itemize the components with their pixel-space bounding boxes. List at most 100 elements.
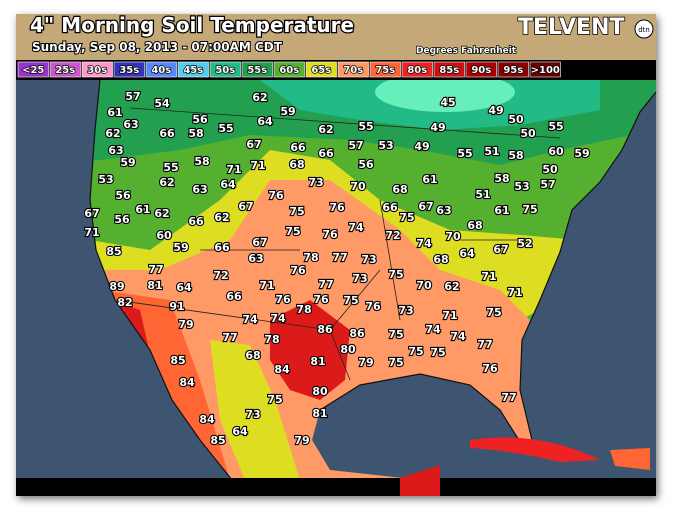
station-value: 59 <box>120 156 135 169</box>
station-value: 68 <box>289 158 304 171</box>
station-value: 63 <box>108 144 123 157</box>
station-value: 81 <box>310 355 325 368</box>
station-value: 56 <box>192 113 208 126</box>
station-value: 75 <box>408 345 423 358</box>
legend-swatch <box>369 61 401 78</box>
legend-label: 45s <box>183 65 203 76</box>
station-value: 58 <box>508 149 523 162</box>
station-value: 73 <box>245 408 260 421</box>
station-value: 50 <box>542 163 558 176</box>
station-value: 86 <box>317 323 333 336</box>
station-value: 71 <box>84 226 99 239</box>
station-value: 67 <box>418 200 433 213</box>
station-value: 55 <box>358 120 373 133</box>
station-value: 61 <box>422 173 437 186</box>
station-value: 77 <box>318 278 333 291</box>
station-value: 73 <box>361 253 376 266</box>
station-value: 85 <box>210 434 225 447</box>
cuba <box>470 437 600 462</box>
legend-label: >100 <box>531 65 560 76</box>
station-value: 75 <box>430 346 445 359</box>
legend: <25 25s 30s 35s 40s 45s 50s 55s 60s 65s 70s 75s 80s 8… <box>17 61 561 78</box>
yucatan <box>400 465 440 496</box>
station-value: 84 <box>274 363 290 376</box>
legend-label: 50s <box>215 65 235 76</box>
station-value: 75 <box>343 294 358 307</box>
station-value: 68 <box>392 183 407 196</box>
legend-swatch <box>337 61 369 78</box>
station-value: 77 <box>477 338 492 351</box>
legend-label: 95s <box>503 65 523 76</box>
station-value: 71 <box>226 163 241 176</box>
station-value: 75 <box>285 225 300 238</box>
legend-label: 70s <box>343 65 363 76</box>
station-value: 63 <box>436 204 451 217</box>
station-value: 80 <box>340 343 356 356</box>
station-value: 74 <box>450 330 466 343</box>
station-value: 75 <box>388 328 403 341</box>
legend-label: 75s <box>375 65 395 76</box>
legend-label: 80s <box>407 65 427 76</box>
station-value: 58 <box>494 172 509 185</box>
station-value: 62 <box>159 176 174 189</box>
legend-swatch <box>177 61 209 78</box>
station-value: 76 <box>290 264 306 277</box>
station-value: 75 <box>522 203 537 216</box>
station-value: 64 <box>459 247 475 260</box>
legend-swatch <box>273 61 305 78</box>
station-value: 61 <box>135 203 150 216</box>
station-value: 51 <box>484 145 499 158</box>
legend-swatch <box>401 61 433 78</box>
station-value: 57 <box>540 178 555 191</box>
legend-swatch <box>209 61 241 78</box>
legend-swatch <box>145 61 177 78</box>
station-value: 72 <box>385 229 400 242</box>
station-value: 59 <box>173 241 188 254</box>
station-value: 81 <box>312 407 327 420</box>
station-value: 78 <box>264 333 279 346</box>
station-value: 61 <box>494 204 509 217</box>
units: Degrees Fahrenheit <box>416 46 517 56</box>
station-value: 52 <box>517 237 532 250</box>
brand-badge: dtn <box>638 26 650 34</box>
station-value: 66 <box>382 201 398 214</box>
station-value: 71 <box>442 309 457 322</box>
station-value: 59 <box>574 147 589 160</box>
station-value: 57 <box>348 139 363 152</box>
station-value: 74 <box>416 237 432 250</box>
station-value: 62 <box>105 127 120 140</box>
station-value: 68 <box>245 349 260 362</box>
station-value: 63 <box>123 118 138 131</box>
legend-swatch <box>305 61 337 78</box>
station-value: 57 <box>125 90 140 103</box>
station-value: 62 <box>252 91 267 104</box>
legend-swatch <box>465 61 497 78</box>
station-value: 84 <box>199 413 215 426</box>
station-value: 82 <box>117 296 132 309</box>
station-value: 70 <box>445 230 461 243</box>
station-value: 73 <box>308 176 323 189</box>
station-value: 84 <box>179 376 195 389</box>
station-value: 63 <box>248 252 263 265</box>
station-value: 71 <box>507 286 522 299</box>
legend-swatch <box>433 61 465 78</box>
station-value: 78 <box>296 303 311 316</box>
station-value: 74 <box>270 312 286 325</box>
station-value: 76 <box>365 300 381 313</box>
station-value: 66 <box>290 141 306 154</box>
station-value: 71 <box>481 270 496 283</box>
station-value: 72 <box>213 269 228 282</box>
subtitle: Sunday, Sep 08, 2013 - 07:00AM CDT <box>32 40 283 54</box>
brand: TELVENT <box>518 15 625 40</box>
station-value: 58 <box>188 127 203 140</box>
station-value: 54 <box>154 97 170 110</box>
station-value: 67 <box>238 200 253 213</box>
station-value: 56 <box>114 213 130 226</box>
station-value: 70 <box>350 180 366 193</box>
legend-label: 90s <box>471 65 491 76</box>
legend-label: 40s <box>151 65 171 76</box>
station-value: 53 <box>98 173 113 186</box>
